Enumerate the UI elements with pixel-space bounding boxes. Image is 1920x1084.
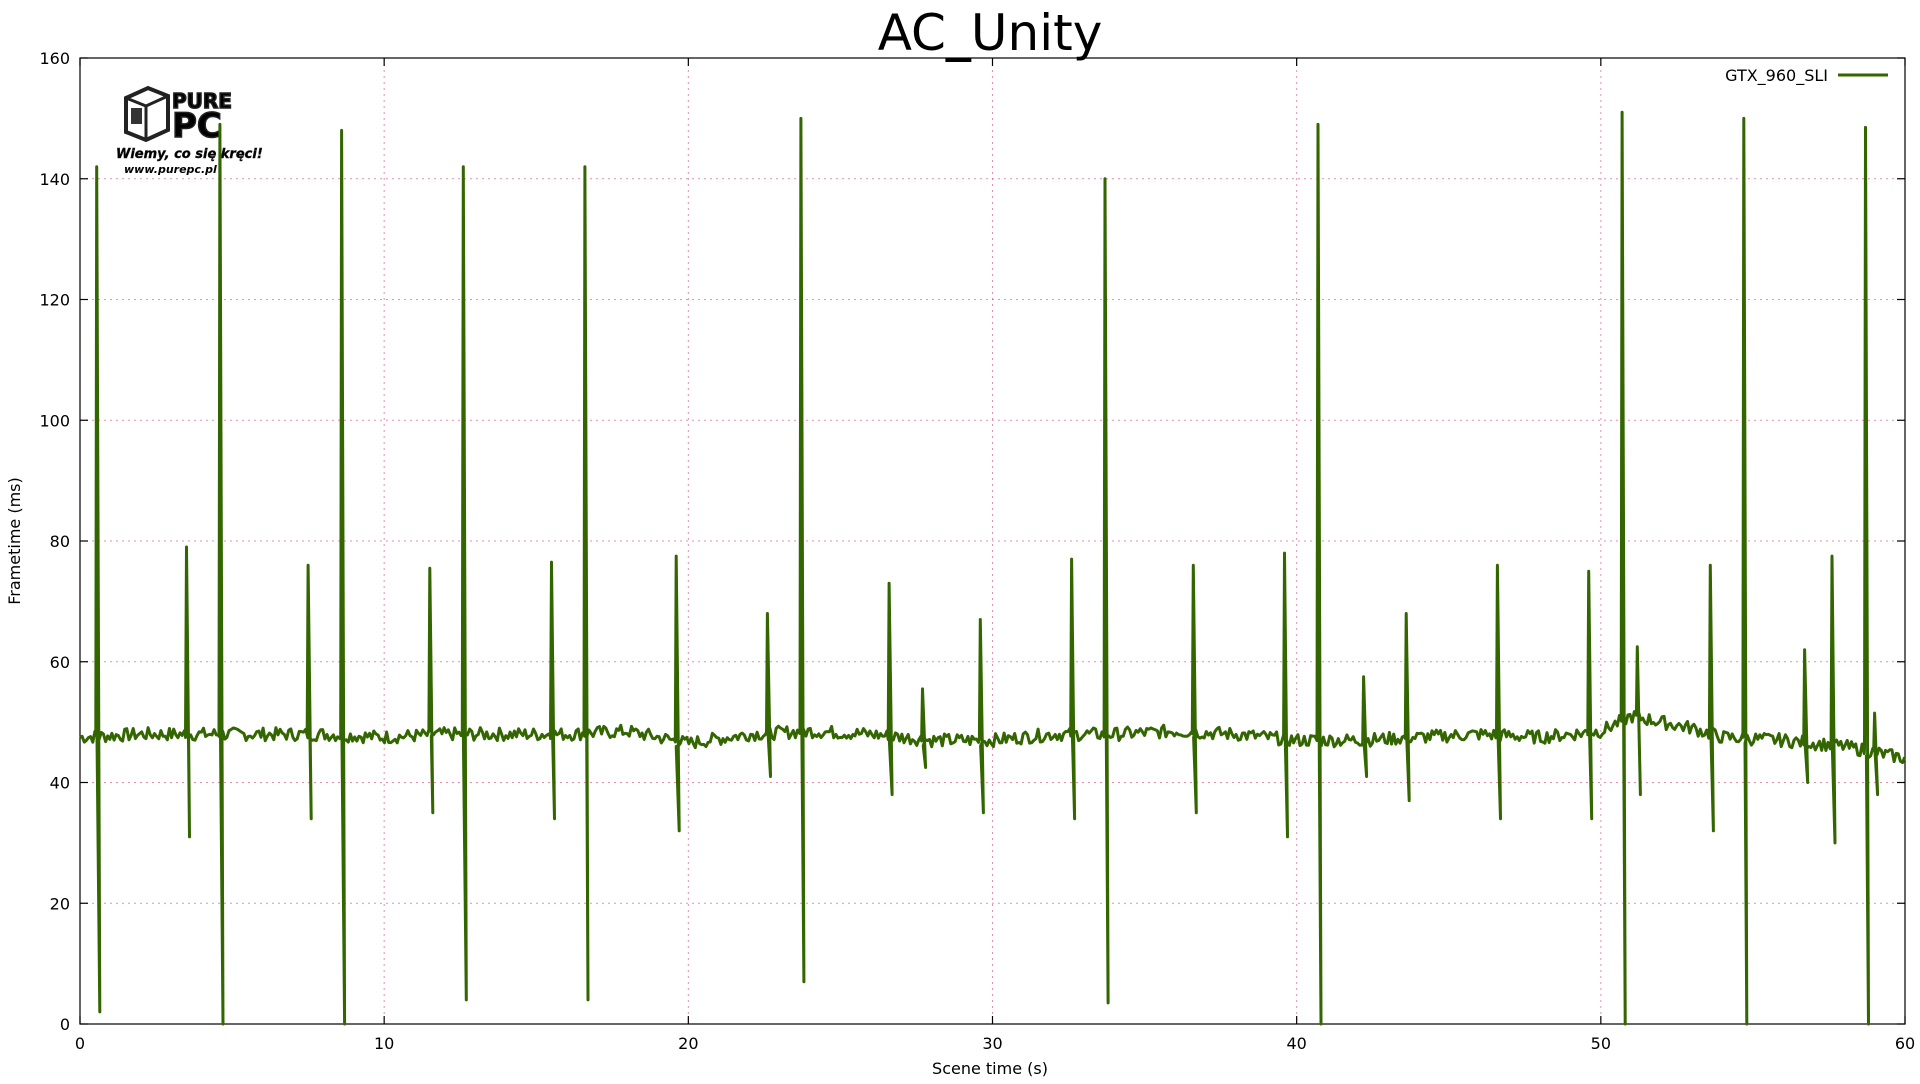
x-tick-label: 30 bbox=[982, 1034, 1002, 1053]
x-tick-label: 40 bbox=[1286, 1034, 1306, 1053]
series-line-gtx-960-sli bbox=[79, 110, 1907, 1026]
logo-tagline: Wiemy, co się kręci! bbox=[116, 147, 263, 162]
y-tick-label: 120 bbox=[39, 291, 70, 310]
x-tick-label: 10 bbox=[374, 1034, 394, 1053]
y-tick-label: 20 bbox=[50, 894, 70, 913]
logo-url: www.purepc.pl bbox=[124, 163, 217, 176]
logo-brand-top: PURE bbox=[172, 89, 232, 113]
y-tick-label: 160 bbox=[39, 49, 70, 68]
purepc-logo: PURE PC Wiemy, co się kręci! www.purepc.… bbox=[116, 85, 263, 176]
series bbox=[79, 110, 1907, 1026]
chart-title: AC_Unity bbox=[878, 4, 1103, 62]
y-tick-label: 100 bbox=[39, 411, 70, 430]
legend: GTX_960_SLI bbox=[1725, 66, 1888, 86]
legend-entry-label: GTX_960_SLI bbox=[1725, 66, 1828, 86]
axis-ticks: 0 10 20 30 40 50 60 0 20 40 60 80 100 120 140 160 bbox=[39, 49, 1915, 1053]
y-tick-label: 80 bbox=[50, 532, 70, 551]
logo-brand-bottom: PC bbox=[172, 106, 222, 146]
x-tick-label: 50 bbox=[1591, 1034, 1611, 1053]
y-axis-label: Frametime (ms) bbox=[5, 477, 24, 605]
x-tick-label: 20 bbox=[678, 1034, 698, 1053]
x-tick-label: 60 bbox=[1895, 1034, 1915, 1053]
x-tick-label: 0 bbox=[75, 1034, 85, 1053]
grid bbox=[80, 58, 1905, 1024]
y-tick-label: 140 bbox=[39, 170, 70, 189]
x-axis-label: Scene time (s) bbox=[932, 1059, 1048, 1078]
y-tick-label: 60 bbox=[50, 653, 70, 672]
y-tick-label: 40 bbox=[50, 774, 70, 793]
logo-box-icon bbox=[124, 85, 170, 143]
y-tick-label: 0 bbox=[60, 1015, 70, 1034]
